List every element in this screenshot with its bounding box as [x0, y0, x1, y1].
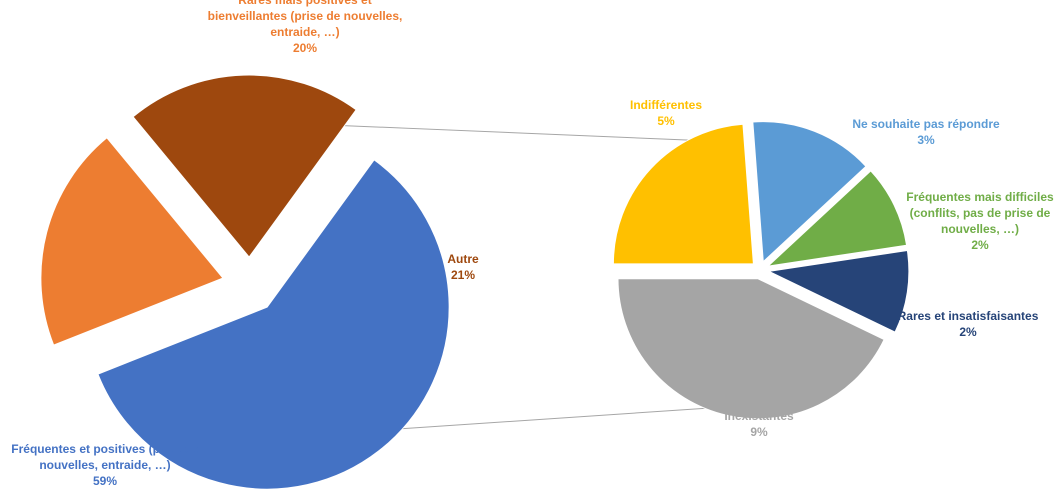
main-slice-autre	[132, 74, 357, 258]
secondary-slice-indifferentes	[612, 123, 754, 265]
secondary-label-rares-et-insatisfaisantes: Rares et insatisfaisantes 2%	[898, 309, 1039, 339]
main-label-autre: Autre 21%	[447, 252, 479, 282]
main-label-rares-mais-positives-et-bienveillantes-prise-de-nouvelles-entraide: Rares mais positives et bienveillantes (p…	[208, 0, 403, 55]
main-pie	[40, 74, 450, 490]
secondary-label-ne-souhaite-pas-repondre: Ne souhaite pas répondre 3%	[852, 117, 1000, 147]
slice-labels: Fréquentes et positives (prise de nouvell…	[11, 0, 1054, 488]
secondary-label-frequentes-mais-difficiles-conflits-pas-de-prise-de-nouvelles: Fréquentes mais difficiles (conflits, pas…	[906, 190, 1054, 252]
secondary-slice-ne-souhaite-pas-repondre	[752, 121, 867, 263]
main-slice-rares-mais-positives-et-bienveillantes-prise-de-nouvelles-entraide	[40, 137, 224, 346]
secondary-slice-inexistantes	[617, 278, 885, 420]
secondary-slice-rares-et-insatisfaisantes	[767, 249, 910, 333]
secondary-slice-frequentes-mais-difficiles-conflits-pas-de-prise-de-nouvelles	[766, 170, 908, 267]
secondary-pie	[612, 121, 910, 420]
main-label-frequentes-et-positives-prise-de-nouvelles-entraide: Fréquentes et positives (prise de nouvell…	[11, 442, 199, 488]
secondary-label-indifferentes: Indifférentes 5%	[630, 98, 702, 128]
secondary-label-inexistantes: Inexistantes 9%	[724, 409, 794, 439]
main-slice-frequentes-et-positives-prise-de-nouvelles-entraide	[97, 159, 450, 490]
